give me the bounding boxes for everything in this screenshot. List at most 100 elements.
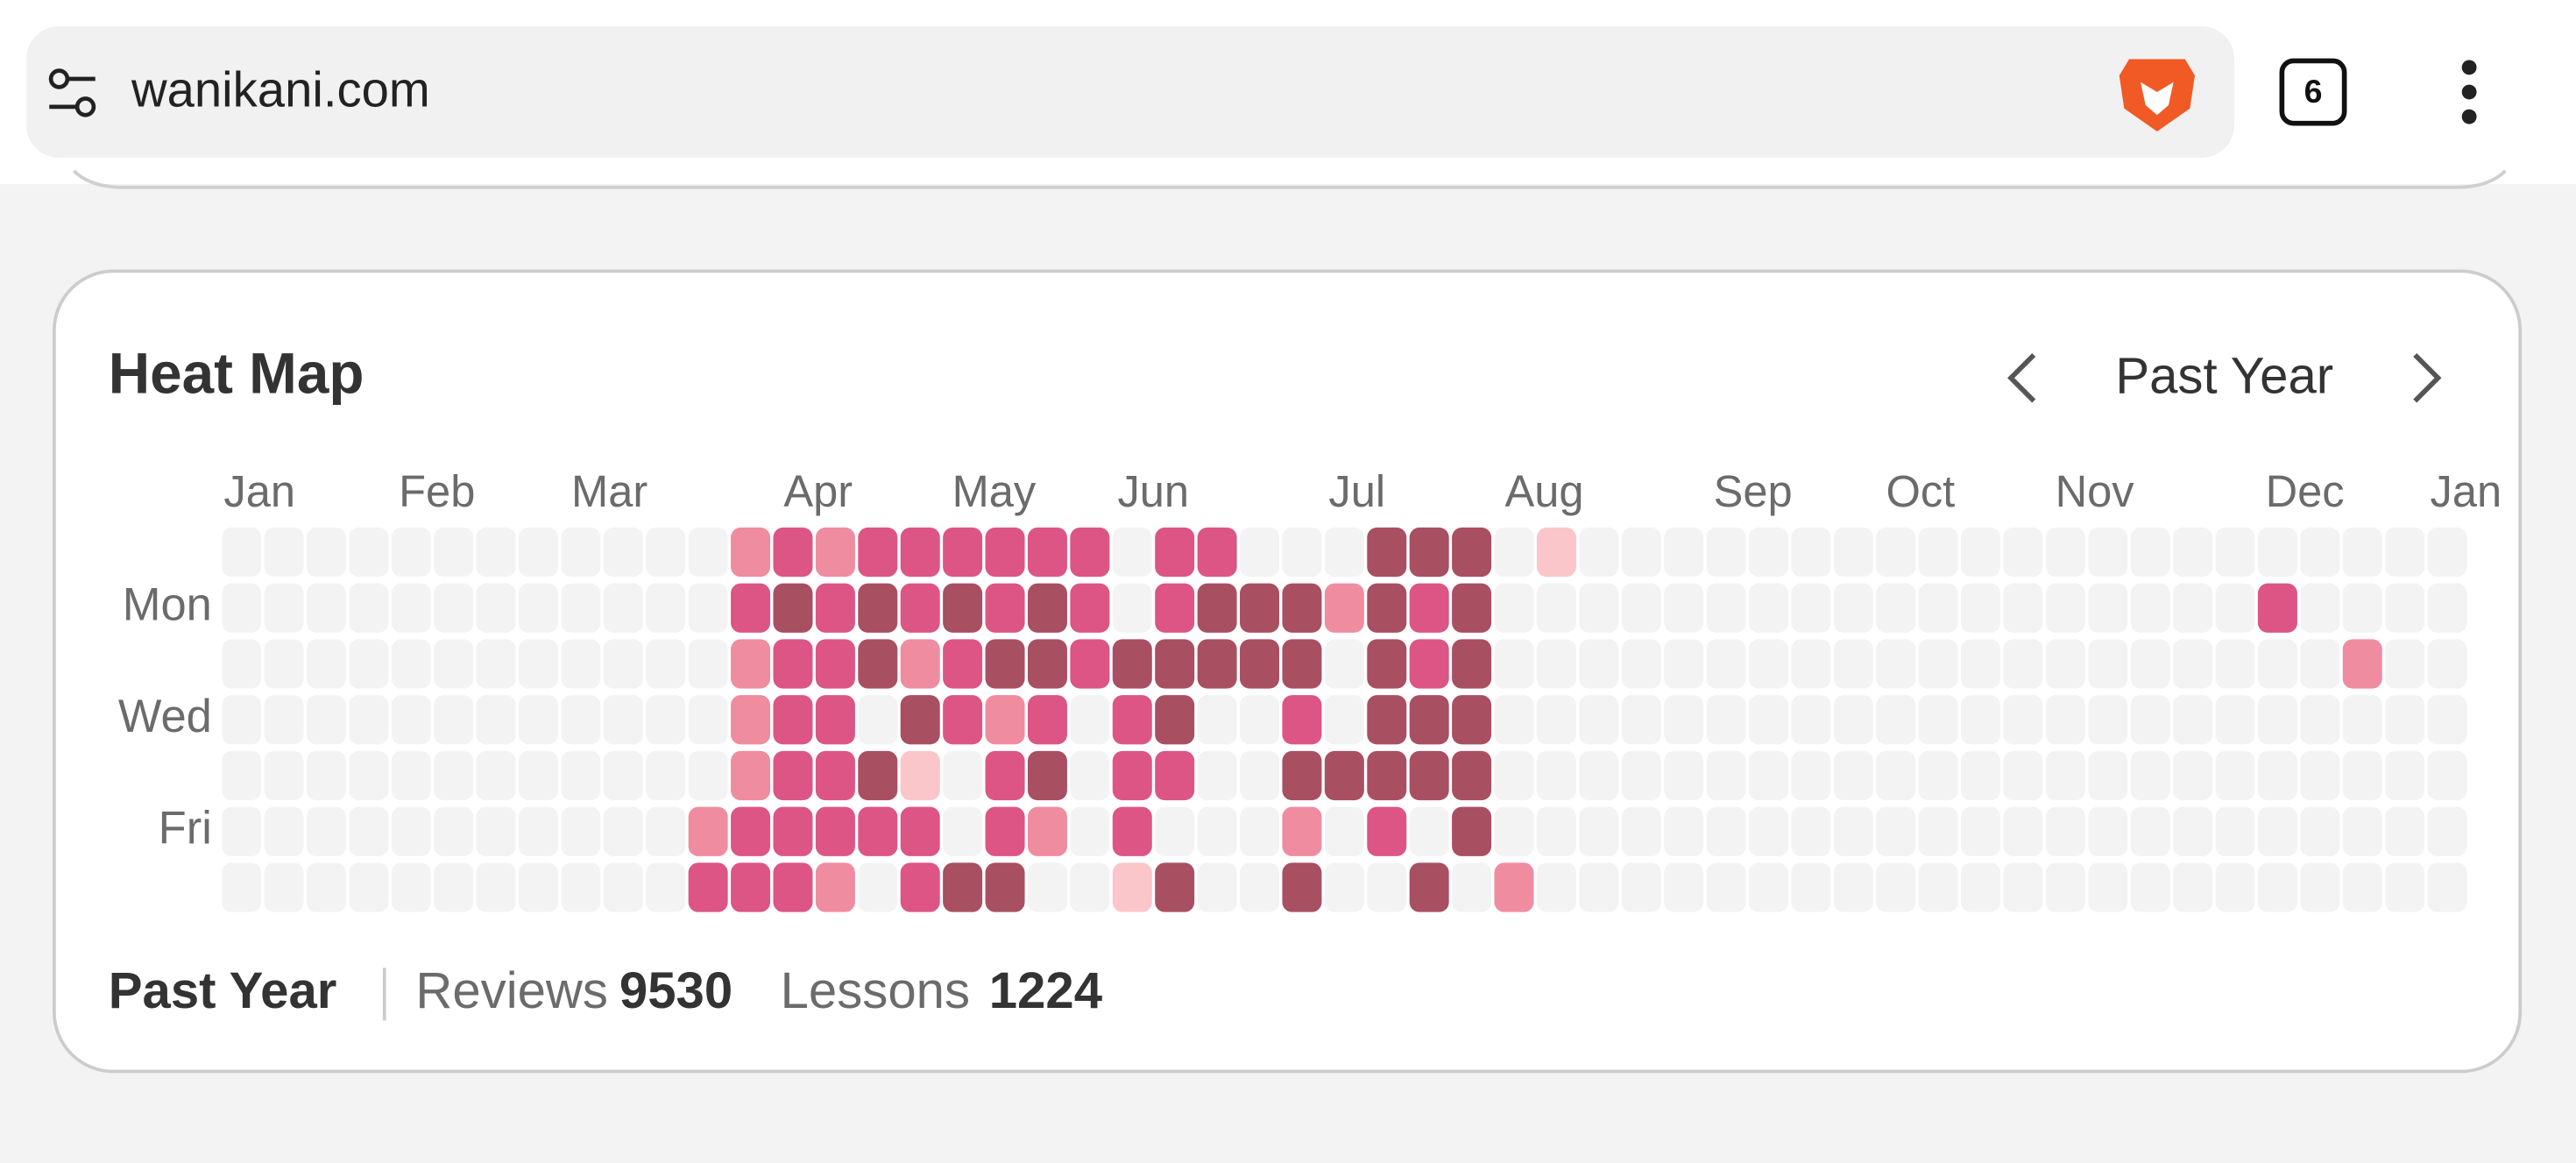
day-cell [1027,527,1067,578]
day-cell [2257,639,2297,689]
day-cell [2215,695,2255,745]
day-cell [1706,527,1746,578]
period-selector[interactable]: Past Year [2115,348,2333,405]
day-cell [1452,862,1492,912]
day-cell [1324,750,1364,801]
day-cell [773,639,813,689]
day-cell [1536,862,1576,912]
day-cell [731,583,771,633]
day-cell [1961,527,2001,578]
day-cell [985,806,1025,856]
day-cell [2300,639,2340,689]
day-cell [900,583,940,633]
day-cell [1240,750,1280,801]
url[interactable]: wanikani.com [131,62,430,117]
weekday-label: Mon [123,579,212,631]
brave-icon[interactable] [2119,59,2195,132]
day-cell [306,639,346,689]
day-cell [1833,862,1873,912]
previous-card-edge [73,169,2507,189]
day-cell [731,806,771,856]
day-cell [391,695,431,745]
day-cell [1027,583,1067,633]
day-cell [1833,583,1873,633]
month-label: May [952,466,1037,516]
day-cell [943,695,983,745]
menu-button[interactable] [2461,60,2477,124]
day-cell [646,806,686,856]
day-cell [1240,862,1280,912]
month-label: Jul [1328,466,1385,516]
next-period[interactable] [2413,353,2442,403]
day-cell [1367,806,1407,856]
tab-count[interactable]: 6 [2304,73,2323,110]
day-cell [2427,639,2467,689]
day-cell [1494,862,1534,912]
day-cell [2300,750,2340,801]
day-cell [1706,639,1746,689]
day-cell [222,583,262,633]
day-cell [1536,639,1576,689]
month-label: Sep [1714,466,1793,516]
day-cell [2385,750,2425,801]
address-bar[interactable] [26,26,2234,159]
day-cell [731,639,771,689]
day-cell [306,527,346,578]
day-cell [646,527,686,578]
site-settings-icon[interactable] [48,68,96,117]
tab-counter[interactable] [2279,58,2347,126]
day-cell [1027,806,1067,856]
day-cell [2088,527,2128,578]
day-cell [2385,806,2425,856]
day-cell [434,639,474,689]
day-cell [1027,695,1067,745]
day-cell [1324,806,1364,856]
day-cell [603,527,643,578]
day-cell [1961,639,2001,689]
day-cell [519,639,559,689]
day-cell [1197,862,1237,912]
day-cell [900,806,940,856]
day-cell [2003,583,2043,633]
day-cell [2130,750,2170,801]
day-cell [2427,862,2467,912]
day-cell [349,583,389,633]
day-cell [1155,695,1195,745]
day-cell [1367,527,1407,578]
weekday-label: Fri [159,803,212,855]
day-cell [2300,862,2340,912]
day-cell [2257,695,2297,745]
previous-period[interactable] [2007,353,2036,403]
day-cell [1791,862,1831,912]
day-cell [1197,750,1237,801]
day-cell [476,583,516,633]
day-cell [1409,806,1449,856]
day-cell [1579,583,1619,633]
day-cell [1112,862,1152,912]
day-cell [434,750,474,801]
day-cell [1367,583,1407,633]
day-cell [2130,695,2170,745]
day-cell [519,862,559,912]
day-cell [561,862,601,912]
day-cell [1791,695,1831,745]
day-cell [1664,750,1704,801]
day-cell [2173,750,2213,801]
day-cell [2173,695,2213,745]
day-cell [222,639,262,689]
day-cell [1833,639,1873,689]
day-cell [1536,527,1576,578]
day-cell [1197,806,1237,856]
day-cell [1748,862,1788,912]
day-cell [391,639,431,689]
day-cell [349,750,389,801]
day-cell [1112,806,1152,856]
day-cell [2385,583,2425,633]
day-cell [306,806,346,856]
day-cell [1748,639,1788,689]
day-cell [1621,806,1661,856]
day-cell [1536,806,1576,856]
day-cell [391,862,431,912]
day-cell [2427,527,2467,578]
